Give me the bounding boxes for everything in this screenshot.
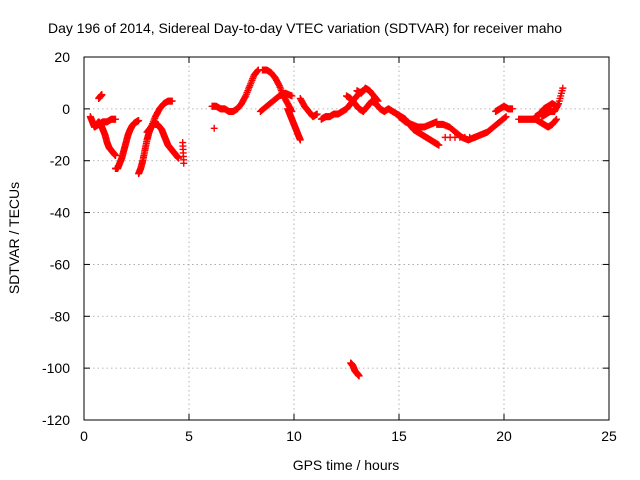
series-arc-14 [296, 94, 321, 121]
series-arc-20 [433, 113, 510, 144]
series-arc-17 [353, 84, 382, 105]
data-point [502, 113, 510, 121]
data-point [471, 133, 479, 141]
series-arc-7 [151, 120, 182, 162]
series-arc-2 [91, 115, 119, 131]
series-arc-23 [515, 115, 560, 131]
series-arc-25 [538, 84, 567, 121]
plot-frame [83, 56, 610, 421]
axis-ticks [83, 56, 610, 421]
data-point [98, 91, 106, 99]
data-point [112, 115, 119, 123]
series-arc-10 [210, 124, 218, 132]
data-point [135, 117, 143, 125]
series-arc-13 [284, 105, 304, 144]
data-point [501, 114, 509, 121]
series-arc-4 [112, 117, 143, 172]
data-point [210, 124, 218, 132]
data-point [374, 97, 382, 105]
series-arc-3 [95, 91, 106, 102]
y-tick-label: 20 [54, 49, 70, 65]
x-tick-label: 25 [601, 428, 617, 444]
data-point [559, 84, 567, 92]
chart-title: Day 196 of 2014, Sidereal Day-to-day VTE… [48, 20, 562, 36]
series-arc-12 [256, 89, 296, 115]
y-tick-label: -20 [50, 153, 70, 169]
series-arc-19 [395, 113, 441, 131]
data-point [313, 110, 321, 118]
x-tick-label: 15 [391, 428, 407, 444]
x-axis-label: GPS time / hours [293, 457, 400, 473]
data-points [86, 66, 567, 380]
series-arc-26 [347, 359, 363, 380]
x-tick-label: 10 [286, 428, 302, 444]
data-point [180, 159, 188, 167]
series-arc-16 [343, 92, 392, 115]
data-point [553, 115, 560, 123]
data-point [435, 141, 443, 149]
axis-tick-labels: 0 5 10 15 20 25 20 0 -20 -40 -60 -80 -100 -120 [42, 49, 617, 444]
data-point [168, 97, 176, 105]
y-tick-label: 0 [62, 101, 70, 117]
data-point [508, 105, 516, 113]
series-arc-21 [441, 133, 479, 141]
x-tick-label: 20 [496, 428, 512, 444]
y-tick-label: -120 [42, 412, 70, 428]
y-tick-label: -100 [42, 360, 70, 376]
y-tick-label: -80 [50, 308, 70, 324]
x-tick-label: 5 [185, 428, 193, 444]
data-point [288, 92, 296, 100]
grid [84, 57, 609, 420]
y-tick-label: -40 [50, 205, 70, 221]
data-point [175, 154, 182, 162]
data-point [296, 136, 304, 144]
y-tick-label: -60 [50, 256, 70, 272]
data-point [112, 152, 119, 160]
x-tick-label: 0 [80, 428, 88, 444]
series-arc-22 [492, 102, 516, 115]
series-arc-8 [179, 139, 188, 167]
data-point [355, 372, 363, 380]
series-arc-9 [208, 66, 262, 115]
y-axis-label: SDTVAR / TECUs [6, 182, 22, 294]
